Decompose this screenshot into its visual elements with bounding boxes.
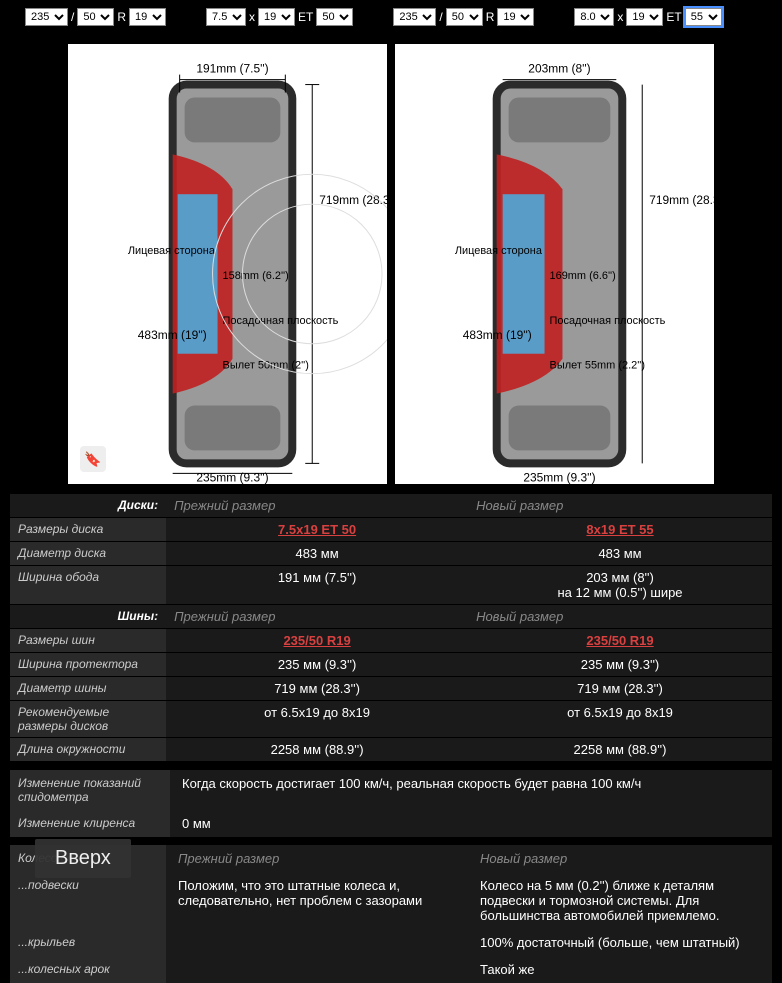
svg-text:235mm (9.3''): 235mm (9.3'') bbox=[523, 470, 595, 484]
table-row: Диаметр шины719 мм (28.3'')719 мм (28.3'… bbox=[10, 677, 772, 701]
row-label: Ширина протектора bbox=[10, 653, 166, 676]
header-new: Новый размер bbox=[468, 494, 772, 517]
row-label: ...колесных арок bbox=[10, 956, 166, 983]
svg-text:Лицевая сторона: Лицевая сторона bbox=[128, 245, 216, 257]
section-disks: Диски: bbox=[10, 494, 166, 517]
new-value: 483 мм bbox=[468, 542, 772, 565]
table-row: Ширина протектора235 мм (9.3'')235 мм (9… bbox=[10, 653, 772, 677]
svg-text:235mm (9.3''): 235mm (9.3'') bbox=[196, 470, 268, 484]
table-row: Размеры шин 235/50 R19 235/50 R19 bbox=[10, 629, 772, 653]
svg-text:Вылет 50mm (2''): Вылет 50mm (2'') bbox=[223, 360, 309, 372]
profile-select[interactable]: 50 bbox=[77, 8, 114, 26]
diameter-select[interactable]: 19 bbox=[129, 8, 166, 26]
offset-select-r[interactable]: 55 bbox=[685, 8, 722, 26]
rim-width-select[interactable]: 7.5 bbox=[206, 8, 246, 26]
scroll-up-button[interactable]: Вверх bbox=[35, 839, 131, 878]
row-label: ...подвески bbox=[10, 872, 166, 929]
old-value: 191 мм (7.5'') bbox=[166, 566, 468, 604]
bookmark-icon[interactable]: 🔖 bbox=[80, 446, 106, 472]
svg-text:169mm (6.6''): 169mm (6.6'') bbox=[550, 270, 616, 282]
spec-link[interactable]: 235/50 R19 bbox=[586, 633, 653, 648]
table-row: Диаметр диска483 мм483 мм bbox=[10, 542, 772, 566]
old-value: от 6.5x19 до 8x19 bbox=[166, 701, 468, 737]
svg-text:Лицевая сторона: Лицевая сторона bbox=[455, 245, 543, 257]
new-value: 8x19 ET 55 bbox=[468, 518, 772, 541]
old-value bbox=[166, 929, 468, 956]
old-value: 235/50 R19 bbox=[166, 629, 468, 652]
svg-text:191mm (7.5''): 191mm (7.5'') bbox=[196, 62, 268, 76]
row-label: Рекомендуемые размеры дисков bbox=[10, 701, 166, 737]
speedo-label: Изменение показаний спидометра bbox=[10, 770, 170, 810]
width-select[interactable]: 235 bbox=[25, 8, 68, 26]
new-value: 235/50 R19 bbox=[468, 629, 772, 652]
section-tires: Шины: bbox=[10, 605, 166, 628]
svg-text:Вылет 55mm (2.2''): Вылет 55mm (2.2'') bbox=[550, 360, 646, 372]
spec-link[interactable]: 8x19 ET 55 bbox=[586, 522, 653, 537]
new-value: 235 мм (9.3'') bbox=[468, 653, 772, 676]
diagram-right: 203mm (8'') 719mm (28.3'') Лицевая сторо… bbox=[395, 44, 714, 484]
clearance-label: Изменение клиренса bbox=[10, 810, 170, 837]
rim-diameter-select-r[interactable]: 19 bbox=[626, 8, 663, 26]
svg-text:483mm (19''): 483mm (19'') bbox=[463, 328, 532, 342]
header-old: Прежний размер bbox=[166, 494, 468, 517]
row-label: ...крыльев bbox=[10, 929, 166, 956]
spec-link[interactable]: 235/50 R19 bbox=[283, 633, 350, 648]
new-value: от 6.5x19 до 8x19 bbox=[468, 701, 772, 737]
old-value: 2258 мм (88.9'') bbox=[166, 738, 468, 761]
rim-spec-left: 7.5 x 19 ET 50 bbox=[206, 8, 353, 26]
old-value bbox=[166, 956, 468, 983]
new-value: 203 мм (8'')на 12 мм (0.5'') шире bbox=[468, 566, 772, 604]
svg-text:719mm (28.3''): 719mm (28.3'') bbox=[319, 193, 387, 207]
speedo-val: Когда скорость достигает 100 км/ч, реаль… bbox=[170, 770, 772, 810]
table-row: Размеры диска 7.5x19 ET 50 8x19 ET 55 bbox=[10, 518, 772, 542]
rim-width-select-r[interactable]: 8.0 bbox=[574, 8, 614, 26]
diameter-select-r[interactable]: 19 bbox=[497, 8, 534, 26]
old-value: 483 мм bbox=[166, 542, 468, 565]
new-value: 100% достаточный (больше, чем штатный) bbox=[468, 929, 772, 956]
svg-text:158mm (6.2''): 158mm (6.2'') bbox=[223, 270, 289, 282]
svg-text:719mm (28.3''): 719mm (28.3'') bbox=[649, 193, 714, 207]
width-select-r[interactable]: 235 bbox=[393, 8, 436, 26]
table-row: ...крыльев 100% достаточный (больше, чем … bbox=[10, 929, 772, 956]
rim-spec-right: 8.0 x 19 ET 55 bbox=[574, 8, 721, 26]
old-value: 7.5x19 ET 50 bbox=[166, 518, 468, 541]
table-row: ...подвескиПоложим, что это штатные коле… bbox=[10, 872, 772, 929]
clearance-val: 0 мм bbox=[170, 810, 772, 837]
row-label: Размеры диска bbox=[10, 518, 166, 541]
new-value: 2258 мм (88.9'') bbox=[468, 738, 772, 761]
svg-text:Посадочная плоскость: Посадочная плоскость bbox=[223, 315, 339, 327]
controls-bar: 235 / 50 R 19 7.5 x 19 ET 50 235 / 50 R … bbox=[0, 0, 782, 34]
new-value: 719 мм (28.3'') bbox=[468, 677, 772, 700]
old-value: Положим, что это штатные колеса и, следо… bbox=[166, 872, 468, 929]
old-value: 719 мм (28.3'') bbox=[166, 677, 468, 700]
row-label: Размеры шин bbox=[10, 629, 166, 652]
tire-spec-right: 235 / 50 R 19 bbox=[393, 8, 534, 26]
profile-select-r[interactable]: 50 bbox=[446, 8, 483, 26]
table-row: Рекомендуемые размеры дисковот 6.5x19 до… bbox=[10, 701, 772, 738]
table-row: Ширина обода191 мм (7.5'')203 мм (8'')на… bbox=[10, 566, 772, 605]
old-value: 235 мм (9.3'') bbox=[166, 653, 468, 676]
svg-text:203mm (8''): 203mm (8'') bbox=[528, 62, 590, 76]
svg-text:483mm (19''): 483mm (19'') bbox=[138, 328, 207, 342]
offset-select[interactable]: 50 bbox=[316, 8, 353, 26]
row-label: Ширина обода bbox=[10, 566, 166, 604]
table-row: ...колесных арок Такой же bbox=[10, 956, 772, 983]
tire-cross-section-right: 203mm (8'') 719mm (28.3'') Лицевая сторо… bbox=[395, 44, 714, 484]
new-value: Такой же bbox=[468, 956, 772, 983]
tire-cross-section-left: 191mm (7.5'') 719mm (28.3'') Лицевая сто… bbox=[68, 44, 387, 484]
row-label: Диаметр диска bbox=[10, 542, 166, 565]
rim-diameter-select[interactable]: 19 bbox=[258, 8, 295, 26]
row-label: Диаметр шины bbox=[10, 677, 166, 700]
svg-text:Посадочная плоскость: Посадочная плоскость bbox=[550, 315, 666, 327]
new-value: Колесо на 5 мм (0.2'') ближе к деталям п… bbox=[468, 872, 772, 929]
diagram-left: 191mm (7.5'') 719mm (28.3'') Лицевая сто… bbox=[68, 44, 387, 484]
comparison-table: Диски: Прежний размер Новый размер Разме… bbox=[0, 494, 782, 983]
diagrams-container: 191mm (7.5'') 719mm (28.3'') Лицевая сто… bbox=[0, 34, 782, 494]
row-label: Длина окружности bbox=[10, 738, 166, 761]
tire-spec-left: 235 / 50 R 19 bbox=[25, 8, 166, 26]
table-row: Длина окружности2258 мм (88.9'')2258 мм … bbox=[10, 738, 772, 762]
spec-link[interactable]: 7.5x19 ET 50 bbox=[278, 522, 356, 537]
